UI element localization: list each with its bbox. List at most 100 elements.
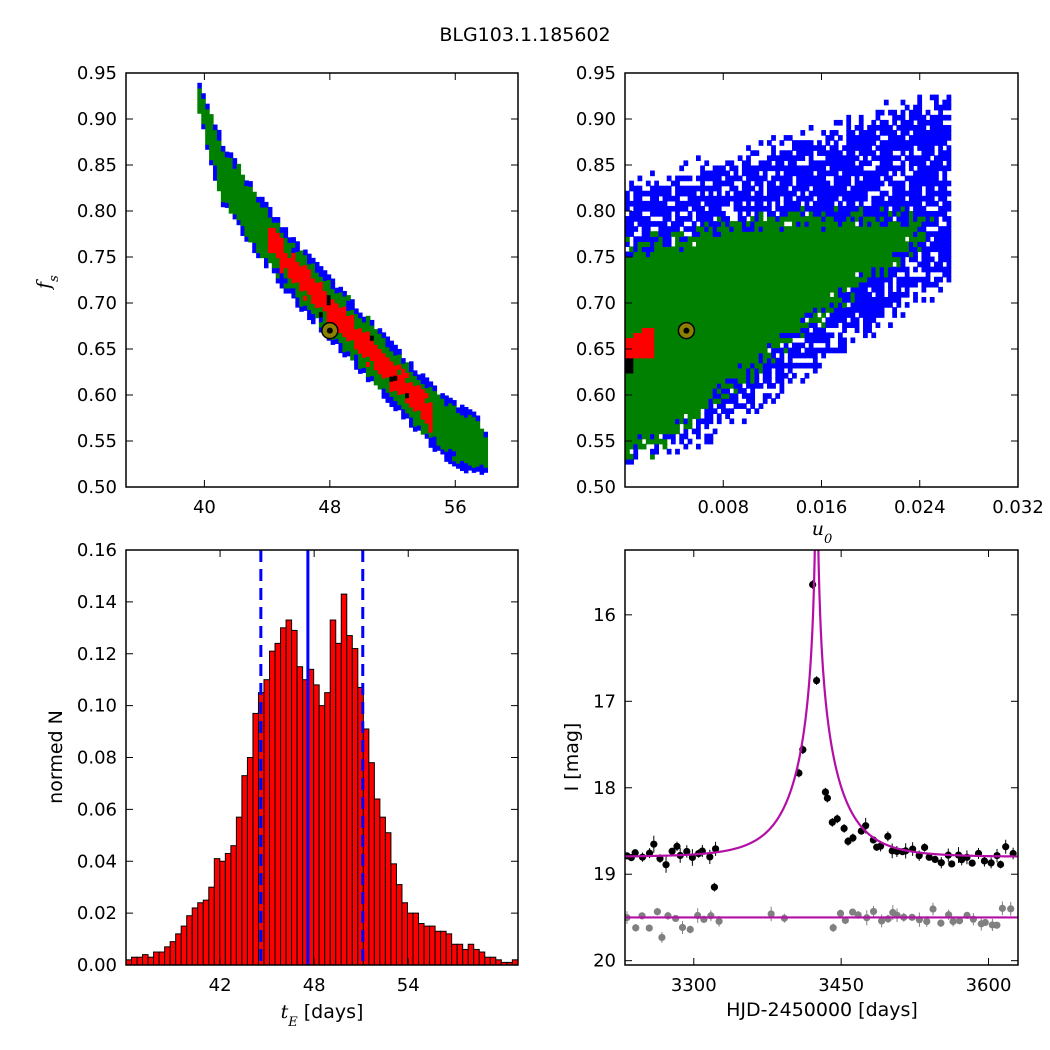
heatmap-cell bbox=[662, 388, 668, 394]
heatmap-cell bbox=[737, 175, 743, 182]
heatmap-cell bbox=[737, 241, 743, 248]
heatmap-cell bbox=[444, 400, 449, 407]
heatmap-cell bbox=[283, 232, 289, 238]
figure-title: BLG103.1.185602 bbox=[439, 24, 610, 46]
heatmap-cell bbox=[679, 307, 685, 313]
heatmap-cell bbox=[712, 281, 718, 288]
heatmap-cell bbox=[800, 297, 806, 303]
heatmap-cell bbox=[645, 276, 651, 283]
heatmap-cell bbox=[307, 253, 312, 260]
heatmap-cell bbox=[716, 367, 722, 374]
heatmap-cell bbox=[637, 200, 643, 207]
heatmap-cell bbox=[758, 297, 764, 303]
heatmap-cell bbox=[746, 185, 751, 192]
heatmap-cell bbox=[908, 256, 914, 263]
heatmap-cell bbox=[650, 261, 655, 268]
heatmap-cell bbox=[670, 418, 676, 425]
histogram-bar bbox=[224, 852, 232, 966]
heatmap-cell bbox=[913, 109, 918, 116]
heatmap-cell bbox=[829, 130, 835, 136]
heatmap-cell bbox=[645, 261, 651, 268]
heatmap-cell bbox=[825, 286, 831, 293]
heatmap-cell bbox=[875, 286, 881, 293]
heatmap-cell bbox=[420, 413, 426, 420]
heatmap-cell bbox=[833, 302, 839, 308]
heatmap-cell bbox=[737, 226, 743, 232]
heatmap-cell bbox=[908, 165, 914, 172]
heatmap-cell bbox=[675, 190, 680, 197]
heatmap-cell bbox=[683, 205, 689, 212]
heatmap-cell bbox=[766, 271, 772, 278]
heatmap-cell bbox=[283, 262, 289, 269]
heatmap-cell bbox=[318, 276, 324, 282]
heatmap-cell bbox=[448, 418, 453, 424]
heatmap-cell bbox=[721, 372, 726, 379]
heatmap-cell bbox=[687, 246, 693, 253]
heatmap-cell bbox=[729, 347, 735, 354]
heatmap-cell bbox=[779, 231, 785, 237]
heatmap-cell bbox=[299, 255, 304, 262]
heatmap-cell bbox=[637, 347, 643, 354]
heatmap-cell bbox=[670, 205, 676, 212]
heatmap-cell bbox=[721, 352, 726, 359]
heatmap-cell bbox=[858, 205, 864, 212]
heatmap-cell bbox=[224, 187, 230, 193]
heatmap-cell bbox=[933, 276, 939, 283]
heatmap-cell bbox=[854, 261, 860, 268]
heatmap-cell bbox=[883, 145, 889, 151]
heatmap-cell bbox=[716, 286, 722, 293]
heatmap-cell bbox=[662, 322, 668, 328]
residual-point bbox=[829, 924, 837, 932]
heatmap-cell bbox=[475, 440, 481, 447]
heatmap-cell bbox=[334, 287, 340, 294]
heatmap-cell bbox=[721, 231, 726, 237]
heatmap-cell bbox=[821, 251, 827, 258]
heatmap-cell bbox=[837, 200, 843, 207]
heatmap-cell bbox=[279, 237, 285, 243]
heatmap-cell bbox=[829, 200, 835, 207]
heatmap-cell bbox=[637, 383, 643, 389]
heatmap-cell bbox=[846, 135, 852, 141]
heatmap-cell bbox=[687, 418, 693, 425]
heatmap-cell bbox=[700, 302, 705, 308]
heatmap-cell bbox=[725, 236, 730, 242]
heatmap-cell bbox=[783, 155, 789, 161]
heatmap-cell bbox=[904, 221, 910, 227]
heatmap-cell bbox=[883, 231, 889, 237]
heatmap-cell bbox=[420, 388, 426, 395]
heatmap-cell bbox=[645, 352, 651, 359]
heatmap-cell bbox=[942, 114, 948, 121]
heatmap-cell bbox=[654, 423, 660, 430]
heatmap-cell bbox=[938, 145, 943, 151]
heatmap-cell bbox=[666, 418, 672, 425]
heatmap-cell bbox=[641, 393, 647, 399]
heatmap-cell bbox=[833, 145, 839, 151]
heatmap-cell bbox=[808, 216, 814, 222]
heatmap-cell bbox=[721, 297, 726, 303]
heatmap-cell bbox=[758, 165, 764, 172]
heatmap-cell bbox=[252, 217, 257, 223]
heatmap-cell bbox=[629, 266, 634, 273]
heatmap-cell bbox=[900, 180, 906, 187]
heatmap-cell bbox=[750, 271, 756, 278]
heatmap-cell bbox=[645, 433, 651, 440]
heatmap-cell bbox=[716, 413, 722, 420]
heatmap-cell bbox=[687, 423, 693, 430]
heatmap-cell bbox=[829, 246, 835, 253]
heatmap-cell bbox=[330, 298, 336, 305]
heatmap-cell bbox=[921, 175, 927, 182]
heatmap-cell bbox=[733, 322, 739, 328]
heatmap-cell bbox=[712, 185, 718, 192]
heatmap-cell bbox=[625, 403, 630, 409]
heatmap-cell bbox=[666, 266, 672, 273]
heatmap-cell bbox=[716, 241, 722, 248]
heatmap-cell bbox=[737, 342, 743, 349]
heatmap-cell bbox=[629, 357, 634, 364]
heatmap-cell bbox=[863, 231, 868, 237]
heatmap-cell bbox=[925, 165, 931, 172]
heatmap-cell bbox=[913, 170, 918, 177]
heatmap-cell bbox=[452, 440, 457, 447]
heatmap-cell bbox=[846, 165, 852, 172]
heatmap-cell bbox=[479, 453, 485, 460]
heatmap-cell bbox=[279, 262, 285, 269]
